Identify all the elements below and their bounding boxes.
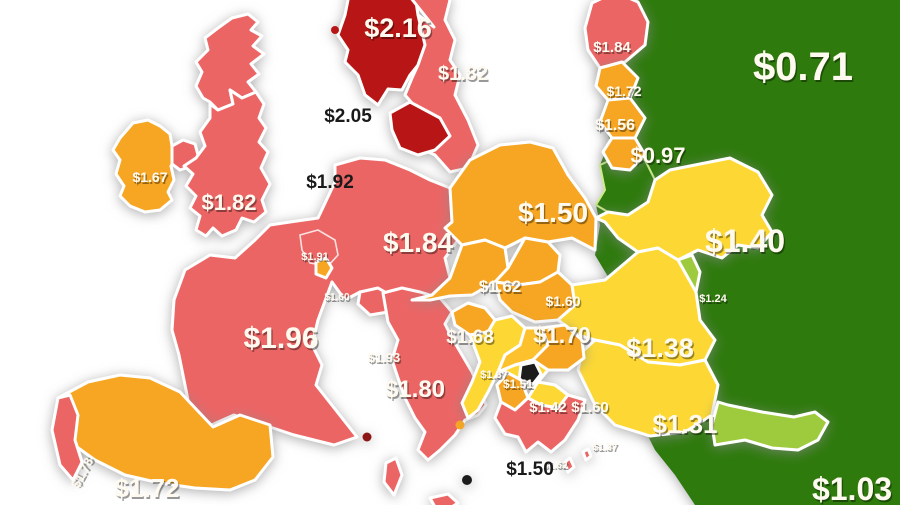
svg-text:$1.82: $1.82 [438,63,488,85]
svg-text:$1.50: $1.50 [518,197,588,228]
svg-text:$1.31: $1.31 [652,409,717,439]
svg-text:$1.82: $1.82 [201,190,256,215]
svg-text:$1.93: $1.93 [368,350,401,365]
svg-text:$1.67: $1.67 [132,169,167,185]
svg-text:$1.40: $1.40 [705,223,785,259]
svg-text:$1.72: $1.72 [606,83,641,99]
svg-text:$1.51: $1.51 [503,377,533,391]
svg-text:$0.97: $0.97 [630,143,685,168]
svg-text:$1.62: $1.62 [479,277,522,296]
svg-text:$1.42: $1.42 [529,399,567,416]
svg-text:$1.56: $1.56 [595,117,635,134]
svg-text:$1.60: $1.60 [545,293,580,309]
svg-text:$1.60: $1.60 [324,292,349,303]
svg-text:$1.03: $1.03 [812,471,892,505]
svg-text:$1.84: $1.84 [593,39,631,56]
svg-text:$1.37: $1.37 [592,442,617,453]
svg-text:$1.38: $1.38 [626,333,694,363]
svg-text:$0.71: $0.71 [753,45,853,89]
svg-text:$1.70: $1.70 [533,322,591,348]
svg-text:$2.05: $2.05 [324,106,372,127]
svg-text:$1.24: $1.24 [699,293,727,305]
svg-text:$1.68: $1.68 [446,327,494,348]
svg-text:$1.91: $1.91 [301,251,329,263]
svg-text:$1.50: $1.50 [506,459,554,480]
svg-text:$1.72: $1.72 [114,473,179,503]
svg-text:$1.80: $1.80 [385,376,445,403]
svg-text:$1.96: $1.96 [243,322,318,355]
svg-text:$1.60: $1.60 [571,399,609,416]
svg-text:$1.92: $1.92 [306,172,354,193]
svg-text:$2.16: $2.16 [364,13,432,43]
svg-text:$1.84: $1.84 [383,227,453,258]
